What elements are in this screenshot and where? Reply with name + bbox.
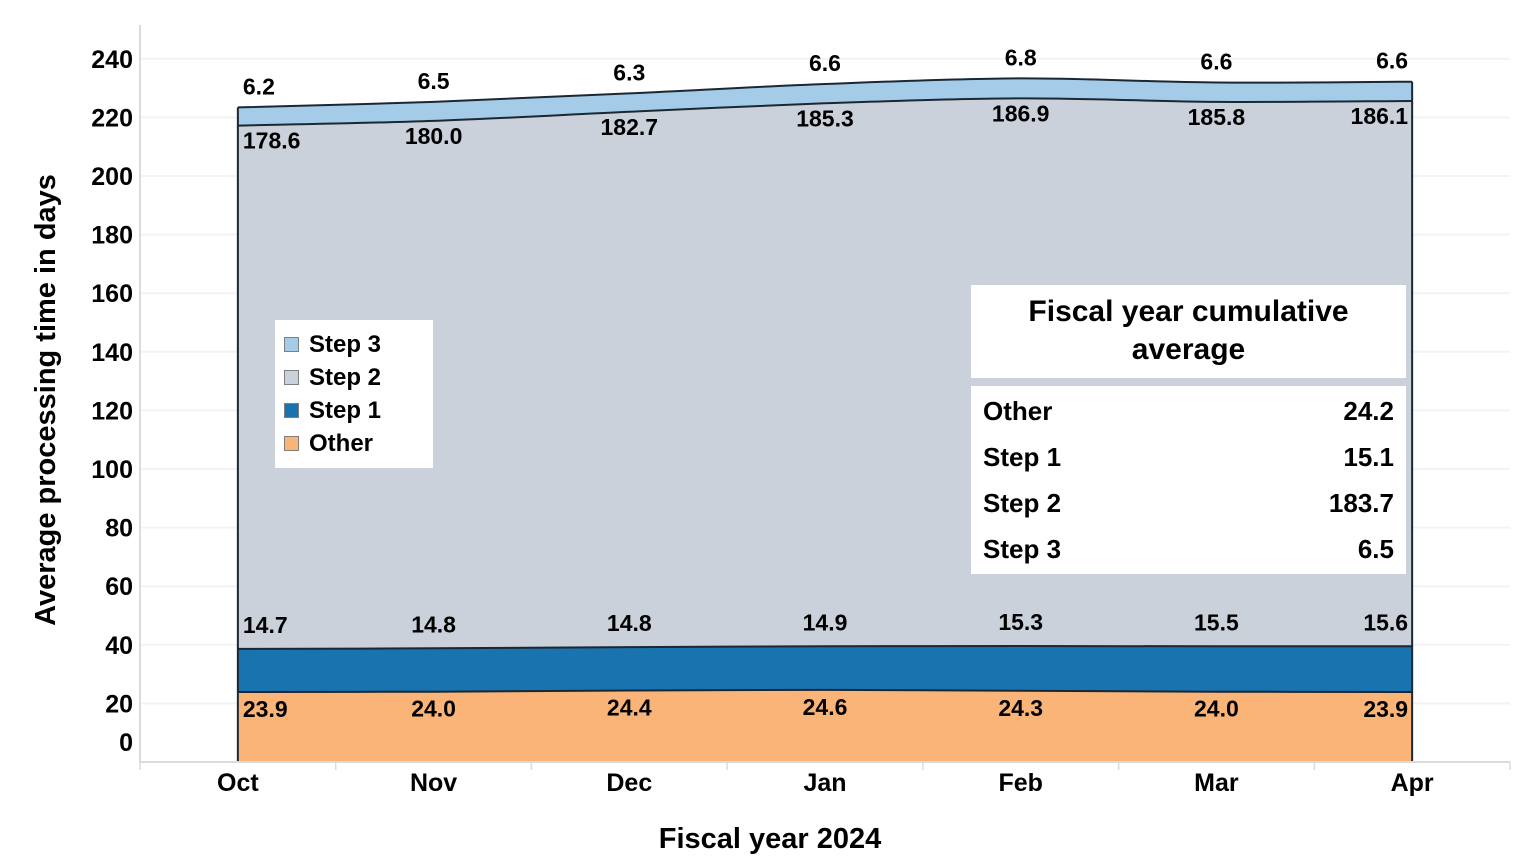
y-tick-label: 160	[91, 280, 133, 308]
table-row-value: 6.5	[1357, 533, 1394, 564]
data-label: 24.3	[998, 695, 1043, 721]
data-label: 14.8	[607, 610, 652, 636]
area-band-step3	[237, 78, 1413, 126]
y-tick-label: 0	[119, 729, 133, 757]
cumulative-table-body: Other 24.2 Step 1 15.1 Step 2 183.7 Step…	[971, 386, 1406, 574]
data-label: 182.7	[601, 114, 659, 140]
cumulative-average-table: Fiscal year cumulative average Other 24.…	[971, 285, 1406, 574]
data-label: 24.4	[607, 695, 652, 721]
data-label: 24.0	[1194, 696, 1239, 722]
legend-swatch-step1	[284, 403, 299, 418]
y-tick-label: 100	[91, 456, 133, 484]
data-label: 24.6	[803, 694, 848, 720]
table-row: Step 3 6.5	[971, 526, 1406, 572]
axes	[139, 25, 1511, 770]
x-axis-title: Fiscal year 2024	[659, 823, 882, 855]
data-label: 15.5	[1194, 609, 1239, 635]
legend-item-other: Other	[284, 427, 433, 460]
legend-item-step1: Step 1	[284, 394, 433, 427]
data-label: 15.6	[1363, 609, 1408, 635]
table-row-value: 15.1	[1343, 441, 1394, 472]
legend-swatch-step2	[284, 370, 299, 385]
legend-label: Step 3	[309, 330, 382, 358]
data-label: 186.1	[1351, 103, 1409, 129]
band-outline-other	[237, 688, 1413, 693]
data-label: 14.9	[803, 609, 848, 635]
data-label: 180.0	[405, 123, 463, 149]
legend-item-step2: Step 2	[284, 361, 433, 394]
tick-labels: 0 20 40 60 80 100 120 140 160 180 200 220 240 Oct Nov D…	[91, 46, 1434, 797]
y-tick-label: 60	[105, 573, 133, 601]
y-tick-label: 220	[91, 104, 133, 132]
legend-label: Other	[309, 429, 374, 457]
table-row-label: Step 3	[983, 533, 1062, 564]
y-tick-label: 20	[105, 690, 133, 718]
table-row: Step 1 15.1	[971, 434, 1406, 480]
data-label: 24.0	[411, 696, 456, 722]
table-row-label: Other	[983, 395, 1053, 426]
table-row-label: Step 1	[983, 441, 1062, 472]
table-row: Step 2 183.7	[971, 480, 1406, 526]
area-band-step1	[237, 646, 1413, 692]
table-row-value: 183.7	[1328, 487, 1394, 518]
band-outline-step3	[237, 77, 1413, 109]
x-tick-label: Apr	[1391, 769, 1434, 797]
data-label: 23.9	[1363, 696, 1408, 722]
x-tick-label: Jan	[803, 769, 846, 797]
legend-item-step3: Step 3	[284, 328, 433, 361]
data-label: 6.6	[809, 50, 841, 76]
data-label: 23.9	[243, 696, 288, 722]
data-label: 15.3	[998, 609, 1043, 635]
table-row-label: Step 2	[983, 487, 1062, 518]
data-label: 178.6	[243, 128, 301, 154]
data-label: 6.6	[1200, 49, 1232, 75]
data-label: 6.5	[418, 68, 450, 94]
y-axis-title: Average processing time in days	[30, 174, 62, 626]
band-outline-step1	[237, 644, 1413, 650]
y-tick-label: 140	[91, 339, 133, 367]
data-label: 185.8	[1188, 104, 1246, 130]
data-label: 6.3	[613, 59, 645, 85]
data-label: 185.3	[796, 105, 854, 131]
legend-label: Step 1	[309, 396, 382, 424]
band-outline-step2	[237, 97, 1413, 127]
x-tick-label: Dec	[606, 769, 652, 797]
x-tick-label: Oct	[217, 769, 259, 797]
legend-label: Step 2	[309, 363, 382, 391]
x-tick-label: Nov	[410, 769, 457, 797]
table-row: Other 24.2	[971, 388, 1406, 434]
y-tick-label: 240	[91, 46, 133, 74]
legend-swatch-other	[284, 436, 299, 451]
data-label: 14.8	[411, 611, 456, 637]
legend: Step 3 Step 2 Step 1 Other	[275, 320, 433, 468]
y-tick-label: 180	[91, 222, 133, 250]
legend-swatch-step3	[284, 337, 299, 352]
cumulative-table-title: Fiscal year cumulative average	[971, 285, 1406, 378]
data-label: 6.2	[243, 73, 275, 99]
x-tick-label: Feb	[998, 769, 1042, 797]
y-tick-label: 200	[91, 163, 133, 191]
y-tick-label: 120	[91, 397, 133, 425]
data-label: 6.8	[1005, 44, 1037, 70]
data-label: 6.6	[1376, 48, 1408, 74]
y-tick-label: 40	[105, 632, 133, 660]
table-row-value: 24.2	[1343, 395, 1394, 426]
y-tick-label: 80	[105, 515, 133, 543]
data-labels: 23.9 24.0 24.4 24.6 24.3 24.0 23.9 14.7 14.8 14.8…	[243, 44, 1408, 722]
data-label: 14.7	[243, 612, 288, 638]
x-tick-label: Mar	[1194, 769, 1239, 797]
data-label: 186.9	[992, 100, 1050, 126]
area-band-other	[237, 689, 1413, 762]
